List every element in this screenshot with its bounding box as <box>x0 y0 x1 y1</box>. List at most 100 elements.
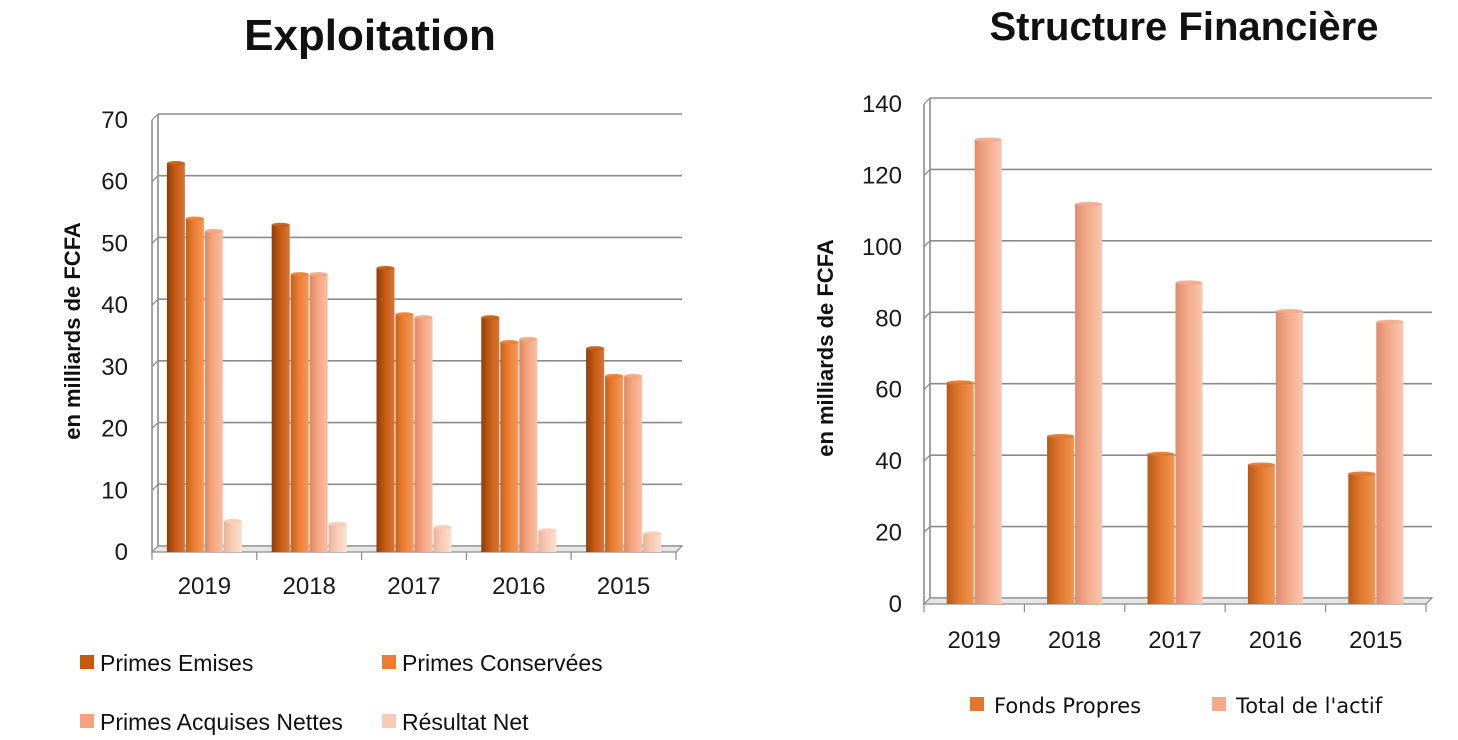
gridline <box>151 113 159 121</box>
legend: Primes Emises Primes Conservées Primes A… <box>80 650 603 735</box>
y-axis-label: en milliards de FCFA <box>60 222 85 440</box>
bar <box>309 274 328 552</box>
bar <box>166 163 185 552</box>
bar <box>974 139 1002 604</box>
legend-label: Fonds Propres <box>994 694 1141 718</box>
bar-top <box>1275 308 1303 314</box>
gridline <box>151 237 159 244</box>
bar <box>538 530 557 552</box>
legend-label: Résultat Net <box>402 709 529 735</box>
bar-top <box>1247 462 1275 467</box>
y-tick-label: 120 <box>862 162 902 189</box>
gridline <box>923 311 931 319</box>
bar-top <box>185 216 204 221</box>
legend-item: Primes Acquises Nettes <box>80 709 343 735</box>
legend-item: Primes Conservées <box>382 650 603 676</box>
bar <box>414 317 433 552</box>
bar <box>1247 464 1275 604</box>
bar-top <box>1047 433 1075 439</box>
legend-swatch <box>382 655 396 669</box>
legend-item: Primes Emises <box>80 650 253 676</box>
bars <box>946 137 1404 604</box>
bar <box>395 314 414 552</box>
bar <box>519 339 538 552</box>
legend-label: Total de l'actif <box>1235 694 1383 718</box>
gridline <box>923 454 931 462</box>
bar-top <box>1147 451 1175 457</box>
x-tick-labels: 2019 2018 2017 2016 2015 <box>948 627 1403 654</box>
gridline <box>923 169 931 176</box>
bar <box>1376 321 1404 604</box>
bar-top <box>1376 319 1404 325</box>
y-axis-label: en milliards de FCFA <box>813 239 838 457</box>
bar <box>433 527 452 552</box>
legend-label: Primes Acquises Nettes <box>100 709 343 735</box>
bar <box>223 521 242 552</box>
bar-top <box>481 315 500 320</box>
bar-top <box>223 518 242 524</box>
bar <box>204 231 223 553</box>
bar-top <box>433 525 452 530</box>
gridline <box>923 97 931 105</box>
x-tick-label: 2016 <box>492 573 545 600</box>
bar <box>481 317 500 552</box>
bar-top <box>290 272 309 277</box>
bar-top <box>519 336 538 342</box>
bar <box>290 274 309 552</box>
y-tick-label: 80 <box>875 305 902 332</box>
y-tick-label: 30 <box>101 354 128 381</box>
bar <box>643 533 662 552</box>
chart-title: Exploitation <box>244 11 496 60</box>
legend-swatch <box>80 714 94 728</box>
y-tick-label: 40 <box>875 448 902 475</box>
bar <box>624 376 643 552</box>
x-tick-label: 2018 <box>1048 627 1101 654</box>
x-tick-label: 2017 <box>387 573 440 600</box>
legend-swatch <box>382 714 396 728</box>
chart-title: Structure Financière <box>989 5 1378 49</box>
legend-swatch <box>80 655 94 669</box>
x-tick-label: 2015 <box>1349 627 1402 654</box>
bar <box>185 218 204 552</box>
bars <box>166 161 662 553</box>
bar-top <box>946 380 974 385</box>
bar <box>1047 436 1075 604</box>
x-tick-label: 2015 <box>597 573 650 600</box>
bar <box>1275 311 1303 604</box>
bar-top <box>974 137 1002 142</box>
bar <box>1147 454 1175 604</box>
bar-top <box>1175 280 1203 285</box>
bar <box>271 224 290 552</box>
bar-top <box>643 531 662 536</box>
gridline <box>923 383 931 391</box>
bar <box>586 348 605 552</box>
legend-item: Fonds Propres <box>970 694 1141 718</box>
chart-structure-financiere: Structure Financière en milliards de FCF… <box>813 5 1434 718</box>
bar-top <box>271 222 290 228</box>
bar-top <box>204 228 223 234</box>
bar-top <box>395 312 414 317</box>
gridline <box>151 298 159 306</box>
bar-top <box>605 373 624 379</box>
legend-swatch <box>1212 697 1226 711</box>
bar-top <box>538 528 557 533</box>
bar <box>946 382 974 604</box>
x-tick-label: 2019 <box>178 573 231 600</box>
y-tick-labels: 0 10 20 30 40 50 60 70 <box>101 107 128 566</box>
gridline <box>151 483 159 491</box>
legend-item: Total de l'actif <box>1212 694 1383 718</box>
bar-top <box>309 272 328 277</box>
y-tick-label: 60 <box>875 377 902 404</box>
gridline <box>151 422 159 429</box>
bar-top <box>1075 201 1103 207</box>
legend-label: Primes Conservées <box>402 650 603 676</box>
bar <box>1175 282 1203 604</box>
y-tick-label: 140 <box>862 91 902 118</box>
bar <box>1075 204 1103 604</box>
y-tick-label: 20 <box>101 416 128 443</box>
bar <box>376 268 395 552</box>
y-tick-labels: 0 20 40 60 80 100 120 140 <box>862 91 902 618</box>
gridline <box>151 360 159 368</box>
y-tick-label: 10 <box>101 477 128 504</box>
